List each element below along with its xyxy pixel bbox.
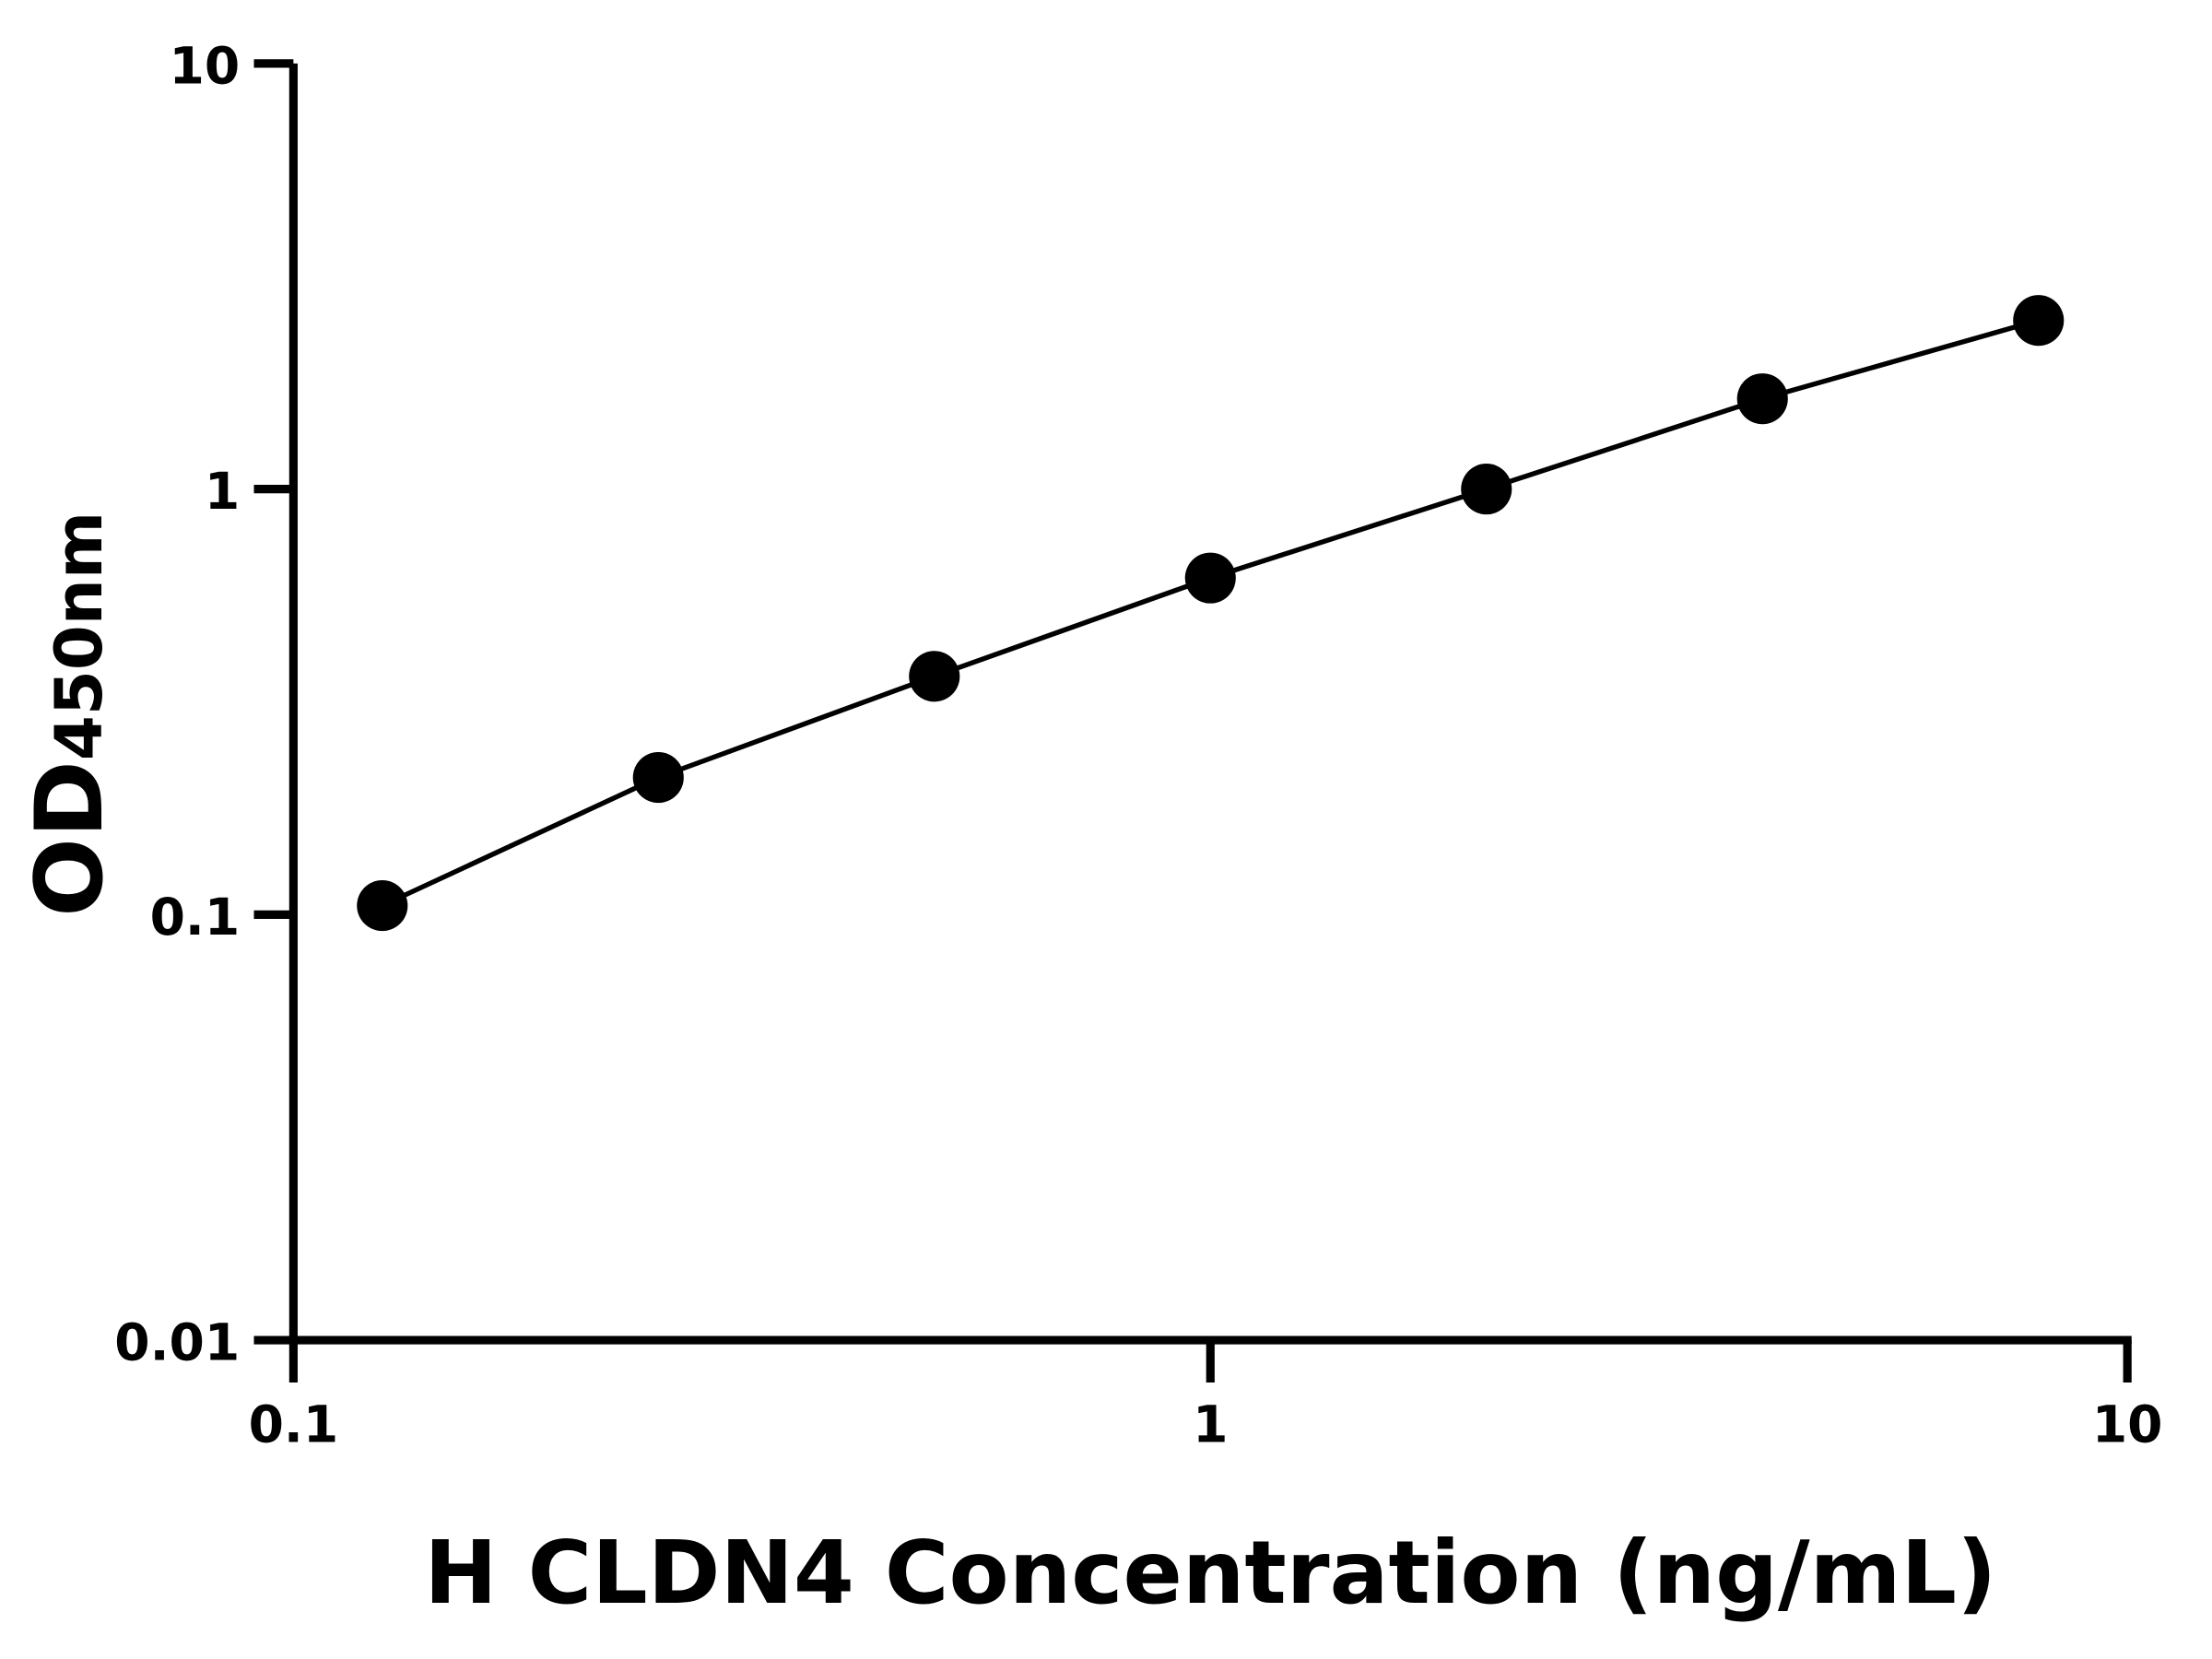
x-axis-label: H CLDN4 Concentration (ng/mL) (424, 1523, 1996, 1624)
x-tick-label: 0.1 (249, 1394, 339, 1453)
data-point (1461, 464, 1512, 515)
data-point (1184, 552, 1236, 604)
y-tick-label: 10 (170, 36, 241, 95)
y-axis-label-sub: 450nm (41, 512, 117, 760)
axes (253, 63, 2132, 1382)
x-tick-label: 10 (2092, 1394, 2163, 1453)
y-tick-label: 0.01 (114, 1313, 240, 1372)
y-axis-label: OD450nm (15, 512, 124, 917)
series-line (381, 318, 2040, 908)
data-point (2013, 295, 2065, 347)
y-tick-label: 0.1 (150, 888, 241, 947)
y-tick-label: 1 (205, 462, 240, 521)
y-axis-label-main: OD (15, 760, 124, 917)
data-point (357, 880, 408, 932)
data-point (1736, 373, 1788, 425)
data-point (632, 752, 684, 804)
x-tick-label: 1 (1193, 1394, 1228, 1453)
plot-area (357, 295, 2065, 932)
data-point (909, 651, 960, 702)
